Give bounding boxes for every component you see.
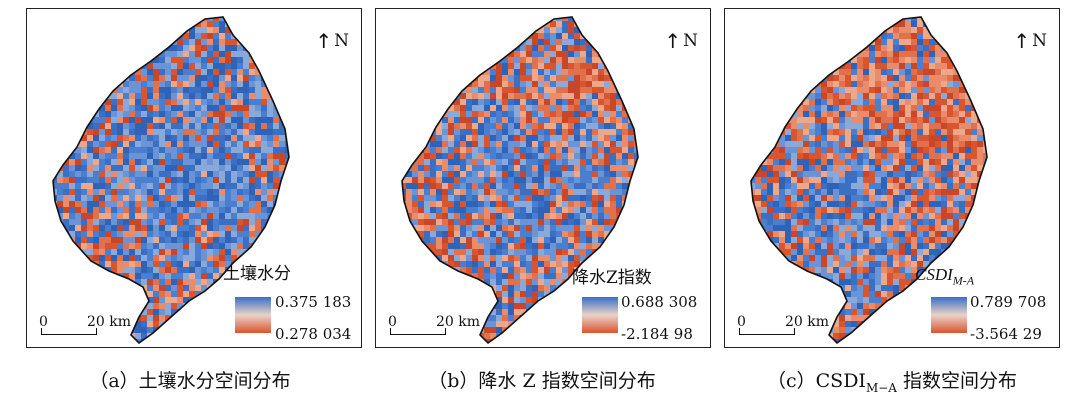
caption-a: （a）土壤水分空间分布	[89, 370, 291, 392]
scale-bar-zero: 0	[388, 314, 397, 330]
map-panel-b: ↑ N 降水Z指数 0.688 308 -2.184 98 0 20 km	[375, 8, 711, 348]
legend-max-value: 0.789 708	[970, 293, 1047, 311]
north-arrow-icon: ↑	[315, 29, 333, 53]
scale-bar-distance: 20 km	[87, 314, 132, 330]
legend-color-ramp	[931, 297, 967, 333]
north-arrow: ↑ N	[315, 31, 349, 51]
legend-min-value: -3.564 29	[970, 325, 1042, 343]
map-panel-c: ↑ N CSDIM-A 0.789 708 -3.564 29 0 20 km	[724, 8, 1060, 348]
scale-bar-zero: 0	[39, 314, 48, 330]
scale-bar-distance: 20 km	[436, 314, 481, 330]
scale-bar-line	[739, 328, 795, 335]
region-outline	[750, 16, 988, 345]
north-arrow-icon: ↑	[1013, 29, 1031, 53]
scale-bar-zero: 0	[737, 314, 746, 330]
legend-color-ramp	[582, 297, 618, 333]
scale-bar-distance: 20 km	[785, 314, 830, 330]
caption-c-tail: 指数空间分布	[896, 370, 1017, 392]
north-arrow-icon: ↑	[664, 29, 682, 53]
scale-bar-line	[390, 328, 446, 335]
legend-title: 降水Z指数	[572, 268, 652, 288]
caption-c-sub: M−A	[865, 380, 897, 395]
legend-max-value: 0.688 308	[621, 293, 698, 311]
region-outline	[401, 16, 639, 345]
north-label: N	[334, 31, 349, 51]
region-outline	[52, 16, 290, 345]
scale-bar: 0 20 km	[39, 313, 155, 339]
map-soil-moisture	[52, 16, 290, 345]
legend-title-sub: M-A	[952, 273, 975, 288]
north-arrow: ↑ N	[664, 31, 698, 51]
caption-c: （c）CSDIM−A 指数空间分布	[722, 366, 1062, 395]
north-label: N	[683, 31, 698, 51]
north-arrow: ↑ N	[1013, 31, 1047, 51]
caption-b: （b）降水 Z 指数空间分布	[428, 370, 656, 392]
north-label: N	[1032, 31, 1047, 51]
legend-min-value: -2.184 98	[621, 325, 693, 343]
legend-max-value: 0.375 183	[275, 293, 352, 311]
legend-title-main: CSDI	[915, 265, 953, 284]
scale-bar: 0 20 km	[388, 313, 504, 339]
scale-bar: 0 20 km	[737, 313, 853, 339]
legend-min-value: 0.278 034	[275, 325, 352, 343]
legend-color-ramp	[235, 297, 271, 333]
caption-c-main: （c）CSDI	[767, 370, 866, 392]
scale-bar-line	[41, 328, 97, 335]
legend-title: CSDIM-A	[915, 265, 974, 288]
map-precip-z-index	[401, 16, 639, 345]
map-panel-a: ↑ N 土壤水分 0.375 183 0.278 034 0 20 km	[26, 8, 362, 348]
legend-title: 土壤水分	[223, 264, 291, 284]
